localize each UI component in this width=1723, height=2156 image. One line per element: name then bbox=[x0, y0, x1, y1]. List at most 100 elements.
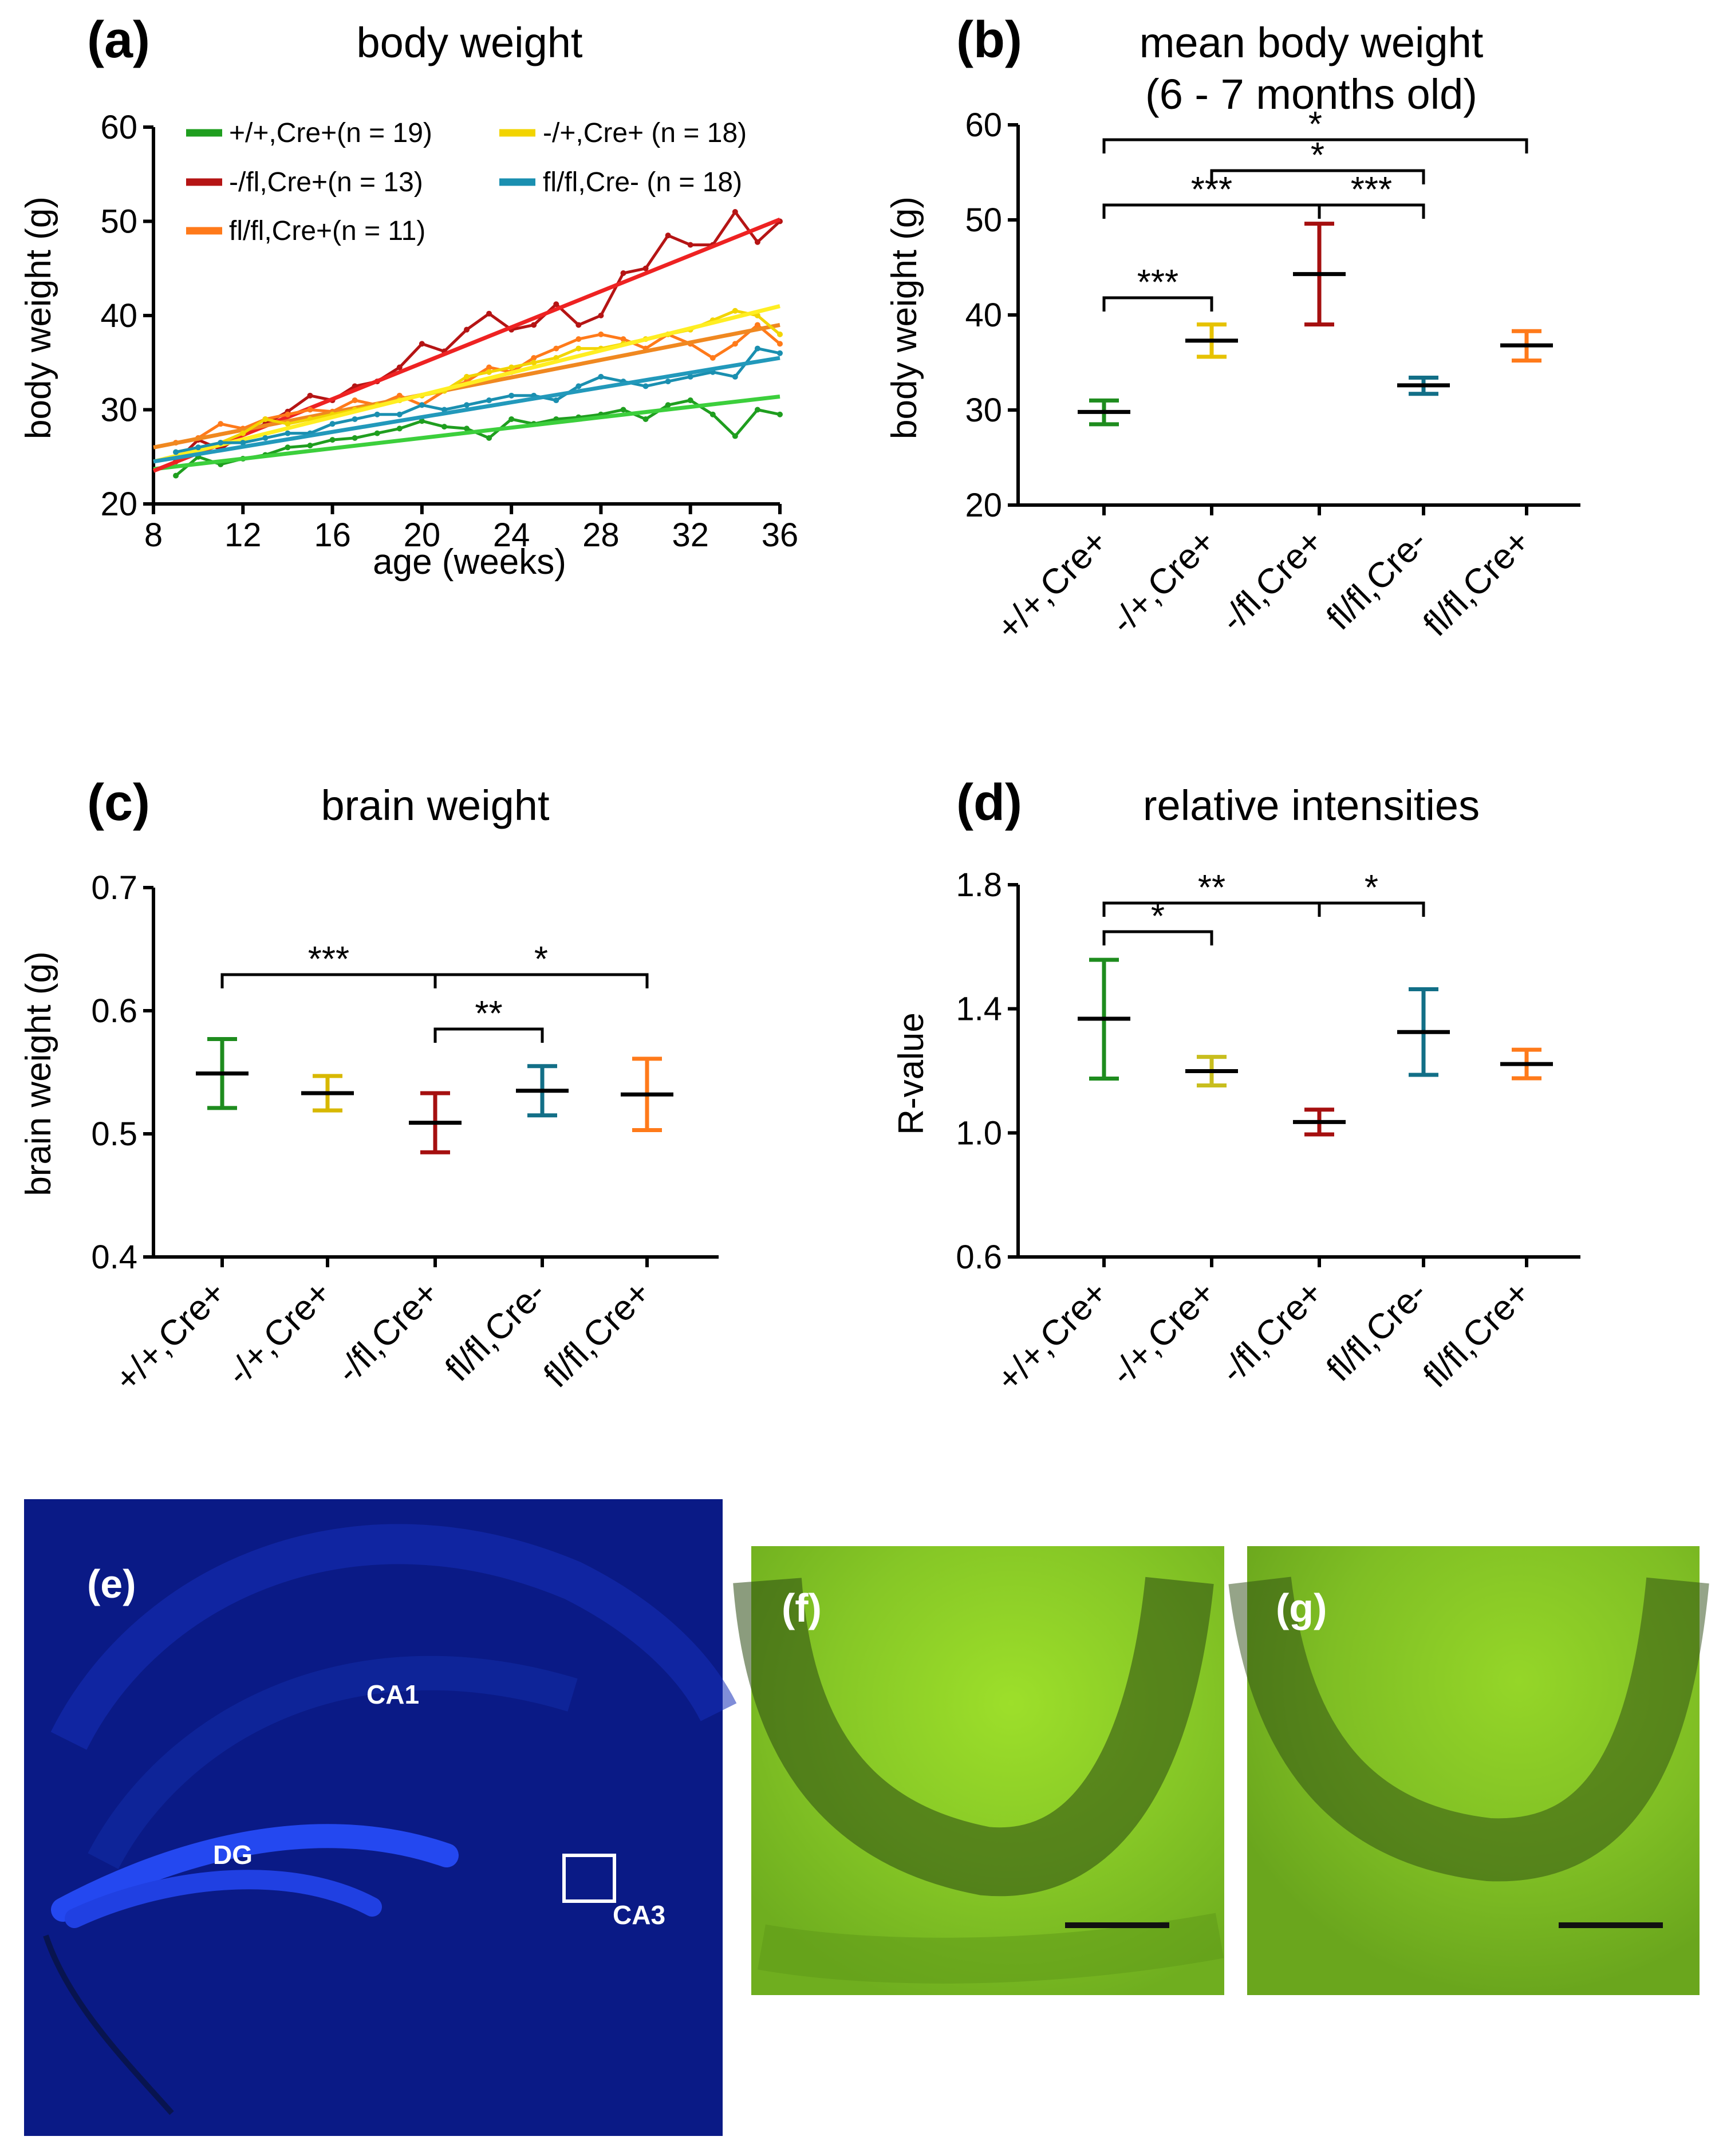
data-point bbox=[508, 416, 515, 422]
data-point bbox=[285, 430, 291, 436]
panel-b-plot-area: 2030405060+/+,Cre+-/+,Cre+-/fl,Cre+fl/fl… bbox=[965, 105, 1580, 648]
significance-label: ** bbox=[1198, 868, 1225, 908]
series-line-4 bbox=[175, 347, 780, 454]
category-label: fl/fl,Cre+ bbox=[1416, 522, 1538, 644]
data-point bbox=[709, 355, 716, 361]
x-tick-label: 24 bbox=[493, 517, 530, 554]
data-point bbox=[285, 444, 291, 451]
data-point bbox=[553, 397, 559, 404]
panel-a-plot-area: 20 30 40 50 60 8 12 16 20 24 28 32 36 bbox=[100, 109, 798, 554]
data-point bbox=[732, 433, 738, 439]
y-tick-label: 60 bbox=[965, 107, 1002, 144]
significance-label: *** bbox=[1191, 170, 1232, 210]
panel-e-micrograph: (e) CA1 DG CA3 bbox=[24, 1499, 737, 2136]
significance-bracket bbox=[433, 1027, 544, 1043]
category-label: fl/fl,Cre- bbox=[438, 1273, 554, 1389]
data-point bbox=[732, 341, 738, 347]
data-point bbox=[777, 331, 783, 337]
data-point bbox=[665, 402, 671, 408]
data-point bbox=[396, 411, 403, 417]
data-point bbox=[777, 350, 783, 356]
y-tick-label: 20 bbox=[100, 486, 137, 523]
data-point bbox=[665, 232, 671, 239]
data-point bbox=[687, 373, 693, 380]
data-point bbox=[777, 411, 783, 417]
data-point bbox=[374, 430, 380, 436]
y-tick-label: 0.6 bbox=[956, 1239, 1002, 1276]
data-point bbox=[598, 373, 604, 380]
data-point bbox=[531, 355, 537, 361]
y-tick-label: 30 bbox=[100, 392, 137, 429]
data-point bbox=[285, 421, 291, 427]
panel-a: (a) body weight 20 30 40 50 60 8 12 16 20 24 28 32 3… bbox=[19, 11, 798, 582]
y-tick-label: 60 bbox=[100, 109, 137, 146]
data-point bbox=[531, 322, 537, 328]
data-point bbox=[642, 383, 649, 389]
dentate-gyrus-upper-blade bbox=[51, 1824, 459, 1922]
panel-b-title: mean body weight bbox=[1140, 19, 1484, 66]
data-point bbox=[732, 373, 738, 380]
stratum-layer bbox=[758, 1913, 1224, 1984]
category-label: fl/fl,Cre- bbox=[1319, 522, 1435, 637]
y-tick-label: 0.4 bbox=[91, 1239, 137, 1276]
data-point bbox=[642, 416, 649, 422]
data-point bbox=[754, 239, 760, 245]
panel-g-label: (g) bbox=[1276, 1586, 1327, 1630]
significance-bracket bbox=[1210, 169, 1425, 184]
y-tick-label: 40 bbox=[965, 297, 1002, 334]
category-label: +/+,Cre+ bbox=[989, 1273, 1115, 1400]
panel-c: (c) brain weight brain weight (g) 0.4 0.5… bbox=[19, 774, 719, 1400]
panel-d-title: relative intensities bbox=[1143, 782, 1480, 829]
data-point bbox=[687, 242, 693, 248]
data-point bbox=[486, 369, 492, 375]
data-point bbox=[218, 421, 224, 427]
fit-line-4 bbox=[153, 356, 780, 464]
panel-d-label: (d) bbox=[956, 774, 1022, 831]
data-point bbox=[754, 313, 760, 318]
x-tick-label: 32 bbox=[672, 517, 709, 554]
data-point bbox=[754, 322, 760, 328]
y-tick-label: 0.6 bbox=[91, 992, 137, 1030]
category-label: fl/fl,Cre+ bbox=[1416, 1273, 1538, 1395]
data-point bbox=[218, 440, 224, 446]
data-point bbox=[441, 424, 447, 430]
region-label-ca3: CA3 bbox=[613, 1900, 665, 1930]
legend-entry: +/+,Cre+(n = 19) bbox=[229, 118, 432, 148]
data-point bbox=[754, 345, 760, 352]
data-point bbox=[620, 270, 626, 276]
panel-b-subtitle: (6 - 7 months old) bbox=[1145, 70, 1477, 118]
y-tick-label: 30 bbox=[965, 392, 1002, 429]
data-point bbox=[620, 407, 626, 413]
y-tick-label: 40 bbox=[100, 297, 137, 334]
data-point bbox=[329, 421, 336, 427]
x-tick-label: 8 bbox=[144, 517, 163, 554]
significance-bracket bbox=[1102, 138, 1528, 153]
fit-line-3 bbox=[153, 304, 780, 464]
category-label: -/+,Cre+ bbox=[1103, 1273, 1223, 1393]
data-point bbox=[285, 411, 291, 417]
panel-c-ylabel: brain weight (g) bbox=[19, 951, 58, 1196]
legend-entry: fl/fl,Cre+(n = 11) bbox=[229, 216, 425, 246]
data-point bbox=[508, 392, 515, 399]
legend-entry: fl/fl,Cre- (n = 18) bbox=[543, 167, 742, 198]
data-point bbox=[195, 444, 202, 451]
data-point bbox=[307, 443, 313, 449]
data-point bbox=[374, 411, 380, 417]
pyramidal-cell-layer bbox=[1228, 1576, 1709, 1882]
panel-d: (d) relative intensities R-value 0.6 1.0 1… bbox=[892, 774, 1580, 1400]
significance-label: *** bbox=[1351, 170, 1392, 210]
significance-bracket bbox=[1102, 901, 1425, 917]
panel-a-xlabel: age (weeks) bbox=[373, 542, 566, 582]
data-point bbox=[240, 440, 246, 446]
data-point bbox=[709, 411, 716, 417]
x-tick-label: 16 bbox=[314, 517, 351, 554]
data-point bbox=[575, 322, 582, 328]
data-point bbox=[329, 437, 336, 443]
panel-c-plot-area: 0.40.50.60.7+/+,Cre+-/+,Cre+-/fl,Cre+fl/… bbox=[91, 869, 719, 1400]
significance-label: * bbox=[534, 940, 548, 979]
data-point bbox=[553, 345, 559, 352]
panel-a-label: (a) bbox=[87, 11, 150, 69]
data-point bbox=[307, 407, 313, 413]
fissure bbox=[43, 1934, 174, 2115]
x-tick-label: 28 bbox=[582, 517, 620, 554]
